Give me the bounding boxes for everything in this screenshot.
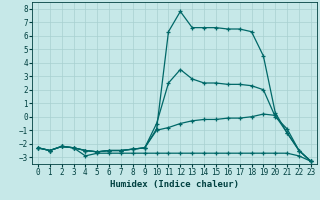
X-axis label: Humidex (Indice chaleur): Humidex (Indice chaleur) <box>110 180 239 189</box>
